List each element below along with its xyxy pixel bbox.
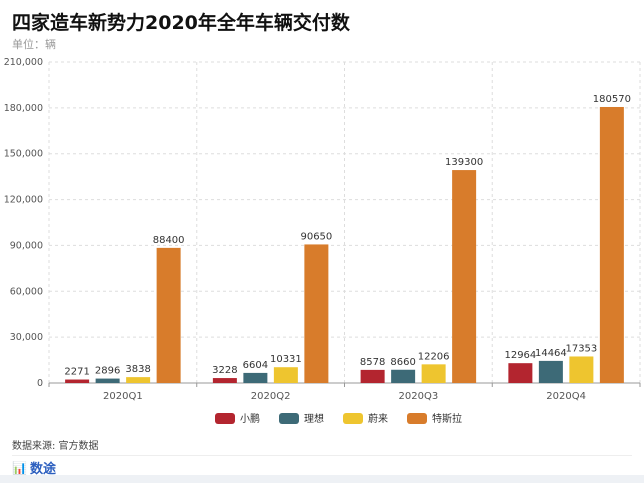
- brand-label: 数途: [29, 462, 56, 477]
- bar-小鹏: [212, 378, 237, 383]
- bar-value-label: 10331: [270, 354, 302, 365]
- bar-蔚来: [273, 367, 298, 383]
- bar-小鹏: [508, 363, 533, 383]
- bar-value-label: 3838: [125, 364, 150, 375]
- bar-value-label: 2896: [95, 366, 120, 377]
- bar-value-label: 180570: [593, 94, 631, 105]
- bar-value-label: 8660: [390, 357, 415, 368]
- legend-swatch: [343, 413, 363, 424]
- bar-蔚来: [126, 377, 151, 383]
- bar-理想: [243, 372, 268, 383]
- bottom-bar: [0, 475, 644, 483]
- bar-value-label: 8578: [360, 357, 385, 368]
- bar-value-label: 88400: [153, 235, 185, 246]
- bar-理想: [95, 378, 120, 383]
- y-tick-label: 210,000: [4, 57, 43, 68]
- bar-蔚来: [569, 356, 594, 383]
- bar-value-label: 90650: [300, 231, 332, 242]
- bar-value-label: 3228: [212, 365, 237, 376]
- divider: [12, 455, 632, 456]
- bar-chart-icon: 📊: [12, 460, 27, 475]
- y-tick-label: 120,000: [4, 195, 43, 206]
- bar-理想: [538, 360, 563, 383]
- legend-label: 小鹏: [240, 412, 260, 425]
- legend-swatch: [407, 413, 427, 424]
- bar-value-label: 12964: [504, 350, 536, 361]
- data-source: 数据来源: 官方数据: [12, 441, 99, 452]
- bar-value-label: 14464: [535, 348, 567, 359]
- legend-swatch: [215, 413, 235, 424]
- y-tick-label: 30,000: [10, 332, 43, 343]
- bar-蔚来: [421, 364, 446, 383]
- legend-label: 蔚来: [368, 413, 388, 425]
- bar-value-label: 2271: [64, 367, 89, 378]
- bar-value-label: 12206: [418, 351, 450, 362]
- x-tick-label: 2020Q1: [103, 391, 143, 402]
- chart-title: 四家造车新势力2020年全年车辆交付数: [12, 12, 350, 34]
- bar-value-label: 139300: [445, 157, 483, 168]
- y-tick-label: 150,000: [4, 149, 43, 160]
- y-tick-label: 90,000: [10, 240, 43, 251]
- x-tick-label: 2020Q2: [251, 391, 291, 402]
- legend-label: 特斯拉: [432, 412, 462, 425]
- bar-小鹏: [65, 379, 90, 383]
- bar-小鹏: [360, 369, 385, 383]
- bar-特斯拉: [452, 170, 477, 383]
- bar-特斯拉: [599, 106, 624, 384]
- bar-value-label: 6604: [243, 360, 268, 371]
- bar-特斯拉: [156, 247, 181, 383]
- legend-label: 理想: [304, 412, 324, 425]
- y-tick-label: 0: [37, 378, 43, 389]
- y-tick-label: 60,000: [10, 286, 43, 297]
- legend-swatch: [279, 413, 299, 424]
- x-tick-label: 2020Q3: [399, 391, 439, 402]
- x-tick-label: 2020Q4: [546, 391, 586, 402]
- y-tick-label: 180,000: [4, 103, 43, 114]
- bar-理想: [391, 369, 416, 383]
- unit-label: 单位：辆: [12, 38, 56, 51]
- bar-特斯拉: [304, 244, 329, 383]
- bar-value-label: 17353: [565, 343, 597, 354]
- brand-link[interactable]: 📊 数途: [12, 458, 56, 478]
